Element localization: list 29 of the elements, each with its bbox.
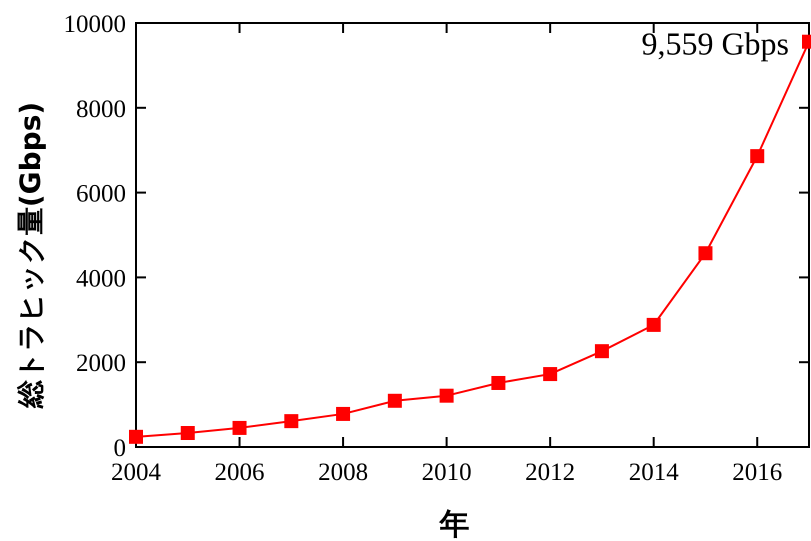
x-axis-title: 年 <box>438 507 470 541</box>
point <box>440 388 454 403</box>
y-tick-label: 8000 <box>76 96 126 123</box>
y-axis-title: 総トラヒック量(Gbps) <box>14 102 47 410</box>
point <box>491 376 506 390</box>
y-tick-label: 0 <box>114 435 126 462</box>
point <box>594 344 609 358</box>
point <box>284 414 298 428</box>
point <box>129 430 143 444</box>
point <box>646 318 661 332</box>
point <box>336 406 350 421</box>
point <box>180 426 195 440</box>
y-tick-label: 10000 <box>64 11 126 38</box>
x-tick-label: 2008 <box>318 459 368 486</box>
x-tick-label: 2012 <box>525 459 576 486</box>
y-tick-label: 6000 <box>76 180 126 208</box>
y-tick-label: 2000 <box>76 350 126 378</box>
x-tick-label: 2010 <box>422 459 472 486</box>
point <box>698 246 712 260</box>
y-tick-label: 4000 <box>76 265 126 292</box>
point <box>388 394 402 408</box>
point <box>543 367 558 382</box>
annotation: 9,559 Gbps <box>641 26 789 62</box>
x-tick-label: 2014 <box>628 459 680 486</box>
point <box>232 420 247 435</box>
x-tick-label: 2004 <box>111 459 162 486</box>
point <box>750 149 764 164</box>
x-tick-label: 2006 <box>214 459 265 486</box>
x-tick-label: 2016 <box>732 459 782 486</box>
